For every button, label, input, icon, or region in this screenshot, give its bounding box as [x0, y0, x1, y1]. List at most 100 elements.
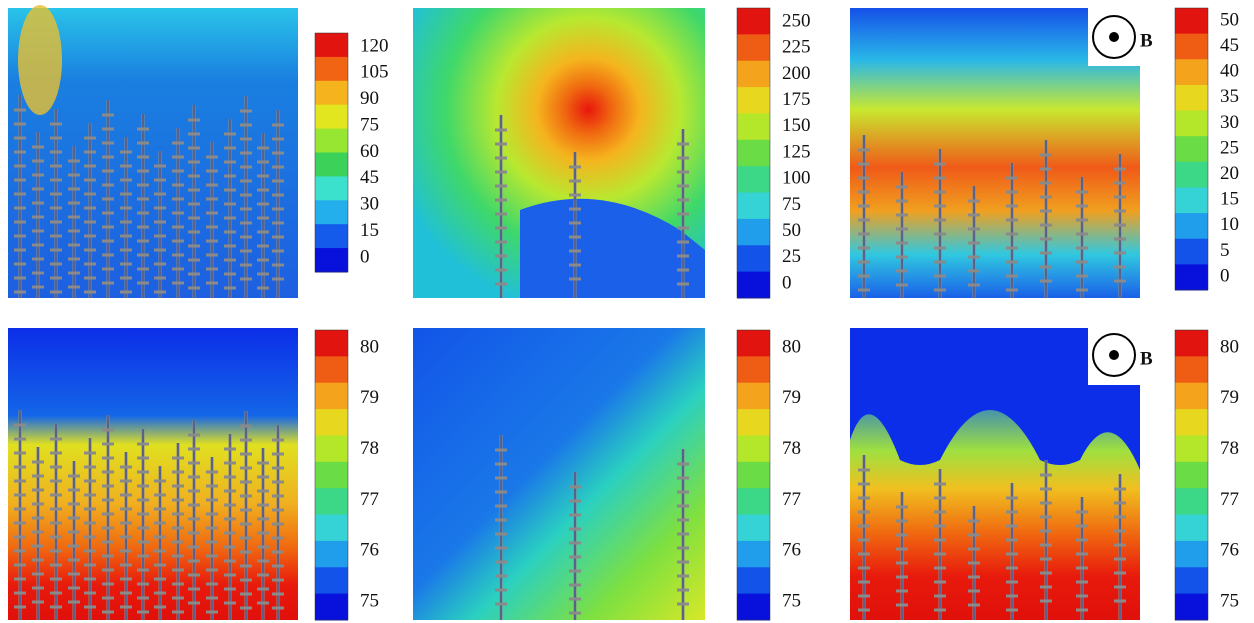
- colorbar-tick-label: 120: [360, 35, 389, 56]
- colorbar-band: [1175, 59, 1208, 85]
- colorbar-tick-label: 0: [360, 246, 370, 267]
- colorbar-tick-label: 105: [360, 62, 389, 83]
- colorbar-band: [315, 224, 348, 248]
- colorbar-band: [737, 34, 770, 61]
- colorbar-tick-label: 50: [782, 220, 801, 241]
- colorbar-tick-label: 25: [782, 246, 801, 267]
- colorbar-band: [737, 488, 770, 515]
- colorbar-tick-label: 0: [1220, 265, 1230, 286]
- colorbar-tick-label: 79: [1220, 387, 1239, 408]
- colorbar-tick-label: 45: [1220, 35, 1239, 56]
- colorbar-band: [737, 435, 770, 462]
- symbol-dot: [1109, 32, 1119, 42]
- colorbar-tick-label: 75: [360, 590, 379, 611]
- colorbar-band: [315, 200, 348, 224]
- colorbar-band: [315, 105, 348, 129]
- colorbar-band: [737, 541, 770, 568]
- colorbar-band: [1175, 136, 1208, 162]
- colorbar-band: [1175, 462, 1208, 489]
- colorbar-band: [737, 8, 770, 35]
- colorbar-band: [315, 383, 348, 410]
- colorbar-tick-label: 80: [360, 336, 379, 357]
- field-panel: [8, 328, 298, 620]
- colorbar-band: [315, 248, 348, 272]
- colorbar-band: [737, 330, 770, 357]
- colorbar-band: [1175, 488, 1208, 515]
- colorbar-band: [737, 356, 770, 383]
- colorbar-tick-label: 75: [782, 590, 801, 611]
- colorbar-tick-label: 10: [1220, 214, 1239, 235]
- colorbar-band: [1175, 85, 1208, 111]
- colorbar-tick-label: 250: [782, 10, 811, 31]
- colorbar-tick-label: 78: [782, 438, 801, 459]
- colorbar-tick-label: 45: [360, 167, 379, 188]
- symbol-dot: [1109, 350, 1119, 360]
- colorbar-tick-label: 225: [782, 37, 811, 58]
- colorbar-band: [1175, 34, 1208, 60]
- colorbar-band: [737, 594, 770, 621]
- colorbar-band: [315, 567, 348, 594]
- colorbar-band: [737, 166, 770, 193]
- colorbar-band: [737, 567, 770, 594]
- colorbar-tick-label: 5: [1220, 240, 1230, 261]
- colorbar-tick-label: 80: [1220, 336, 1239, 357]
- colorbar-tick-label: 75: [782, 194, 801, 215]
- colorbar-band: [1175, 330, 1208, 357]
- colorbar-tick-label: 175: [782, 89, 811, 110]
- colorbar-tick-label: 77: [782, 489, 801, 510]
- colorbar-band: [737, 193, 770, 220]
- colorbar-band: [315, 541, 348, 568]
- colorbar-band: [315, 81, 348, 105]
- colorbar-tick-label: 20: [1220, 163, 1239, 184]
- colorbar-band: [315, 435, 348, 462]
- colorbar-band: [315, 330, 348, 357]
- colorbar-band: [315, 129, 348, 153]
- colorbar-tick-label: 15: [360, 220, 379, 241]
- colorbar-tick-label: 30: [1220, 112, 1239, 133]
- colorbar-band: [1175, 356, 1208, 383]
- colorbar-tick-label: 125: [782, 141, 811, 162]
- colorbar-tick-label: 76: [782, 540, 801, 561]
- colorbar-tick-label: 25: [1220, 137, 1239, 158]
- colorbar-tick-label: 15: [1220, 189, 1239, 210]
- colorbar-tick-label: 79: [360, 387, 379, 408]
- colorbar-band: [1175, 541, 1208, 568]
- colorbar-band: [737, 515, 770, 542]
- colorbar-tick-label: 0: [782, 272, 792, 293]
- field-symbol: B: [1093, 334, 1153, 376]
- colorbar-band: [315, 153, 348, 177]
- colorbar-band: [1175, 383, 1208, 410]
- colorbar-tick-label: 78: [360, 438, 379, 459]
- colorbar-band: [315, 176, 348, 200]
- colorbar-tick-label: 75: [1220, 590, 1239, 611]
- colorbar-tick-label: 30: [360, 194, 379, 215]
- colorbar-tick-label: 90: [360, 88, 379, 109]
- colorbar-band: [737, 383, 770, 410]
- colorbar-band: [315, 462, 348, 489]
- colorbar-band: [737, 61, 770, 88]
- colorbar-band: [1175, 213, 1208, 239]
- colorbar-band: [1175, 515, 1208, 542]
- colorbar-band: [315, 515, 348, 542]
- colorbar-band: [737, 245, 770, 272]
- colorbar-band: [1175, 567, 1208, 594]
- colorbar-band: [737, 87, 770, 114]
- colorbar-band: [1175, 111, 1208, 137]
- colorbar-band: [1175, 162, 1208, 188]
- field-label: B: [1140, 348, 1153, 369]
- colorbar-tick-label: 75: [360, 114, 379, 135]
- colorbar-tick-label: 77: [1220, 489, 1239, 510]
- colorbar-band: [1175, 187, 1208, 213]
- field-label: B: [1140, 30, 1153, 51]
- figure: 1201059075604530150250225200175150125100…: [0, 0, 1254, 623]
- colorbar-band: [315, 356, 348, 383]
- colorbar-band: [737, 272, 770, 299]
- colorbar-tick-label: 35: [1220, 86, 1239, 107]
- colorbar-band: [1175, 264, 1208, 290]
- colorbar-band: [737, 113, 770, 140]
- colorbar-band: [315, 409, 348, 436]
- colorbar-tick-label: 150: [782, 115, 811, 136]
- colorbar-band: [1175, 435, 1208, 462]
- colorbar-band: [315, 488, 348, 515]
- colorbar-band: [1175, 409, 1208, 436]
